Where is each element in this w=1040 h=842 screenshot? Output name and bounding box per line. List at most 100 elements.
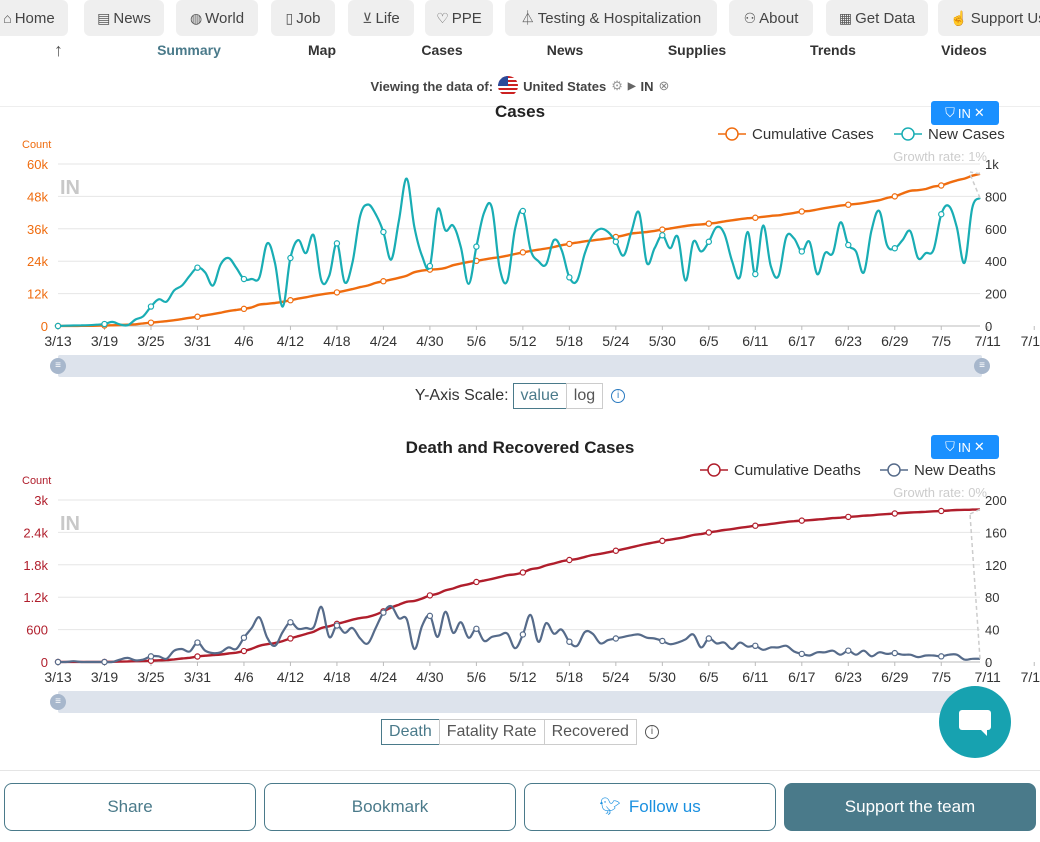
data-point[interactable] [333, 289, 341, 296]
data-point[interactable] [380, 278, 387, 285]
tab-news[interactable]: News [546, 42, 584, 58]
viewing-region[interactable]: IN [640, 78, 654, 94]
data-point[interactable] [659, 232, 666, 239]
nav-ppe[interactable]: ♡ PPE [425, 0, 493, 36]
data-point[interactable] [240, 275, 248, 283]
tab-trends[interactable]: Trends [810, 42, 856, 58]
arrow-up-icon[interactable]: ↑ [54, 40, 63, 60]
data-point[interactable] [194, 313, 201, 320]
data-point[interactable] [845, 513, 852, 521]
data-point[interactable] [705, 238, 713, 245]
nav-about[interactable]: ⚇ About [729, 0, 813, 36]
data-point[interactable] [519, 569, 527, 576]
data-point[interactable] [659, 537, 666, 545]
data-point[interactable] [240, 647, 248, 655]
data-point[interactable] [287, 619, 294, 626]
data-point[interactable] [519, 249, 527, 256]
tab-cases[interactable]: Cases [421, 42, 463, 58]
data-point[interactable] [752, 642, 759, 649]
data-point[interactable] [566, 638, 573, 645]
data-point[interactable] [101, 658, 108, 666]
data-point[interactable] [566, 240, 573, 248]
data-point[interactable] [798, 208, 805, 215]
data-point[interactable] [705, 220, 713, 227]
legend-label[interactable]: New Cases [928, 126, 1005, 143]
data-point[interactable] [519, 631, 527, 638]
data-point[interactable] [938, 182, 945, 189]
gear-icon[interactable]: ⚙ [611, 78, 623, 93]
nav-world[interactable]: ◍ World [176, 0, 258, 36]
bookmark-button[interactable]: Bookmark [264, 783, 516, 831]
data-point[interactable] [147, 319, 155, 326]
follow-us-button[interactable]: 🐦︎ Follow us [524, 783, 776, 831]
data-point[interactable] [891, 193, 898, 200]
zoom-handle-left[interactable]: ≡ [50, 694, 66, 710]
data-point[interactable] [938, 653, 945, 660]
data-point[interactable] [240, 634, 248, 641]
data-point[interactable] [194, 264, 201, 271]
tab-fatality-rate[interactable]: Fatality Rate [438, 719, 545, 745]
data-point[interactable] [287, 254, 294, 262]
share-button[interactable]: Share [4, 783, 256, 831]
data-point[interactable] [612, 635, 620, 642]
tab-map[interactable]: Map [308, 42, 336, 58]
tab-recovered[interactable]: Recovered [543, 719, 637, 745]
legend-label[interactable]: Cumulative Cases [752, 126, 874, 143]
nav-life[interactable]: ⊻ Life [348, 0, 414, 36]
data-point[interactable] [240, 305, 248, 313]
data-point[interactable] [705, 529, 713, 536]
data-point[interactable] [845, 201, 852, 208]
data-point[interactable] [891, 245, 898, 252]
nav-get-data[interactable]: ▦ Get Data [826, 0, 928, 36]
data-point[interactable] [287, 297, 294, 304]
data-point[interactable] [891, 510, 898, 517]
data-point[interactable] [659, 637, 666, 645]
data-point[interactable] [798, 650, 805, 658]
tab-death[interactable]: Death [381, 719, 440, 745]
nav-home[interactable]: ⌂ Home [0, 0, 68, 36]
tab-supplies[interactable]: Supplies [667, 42, 727, 58]
data-point[interactable] [705, 635, 713, 642]
close-icon[interactable]: ✕ [973, 439, 985, 454]
nav-support-us[interactable]: ☝ Support Us [938, 0, 1040, 36]
nav-testing-hospitalization[interactable]: ⏃ Testing & Hospitalization [505, 0, 717, 36]
close-icon[interactable]: ✕ [973, 105, 985, 120]
deaths-zoom-slider[interactable]: ≡ ≡ [50, 691, 990, 713]
data-point[interactable] [566, 274, 573, 281]
data-point[interactable] [147, 653, 155, 660]
info-icon[interactable]: i [644, 725, 659, 739]
cases-zoom-slider[interactable]: ≡ ≡ [50, 355, 990, 377]
data-point[interactable] [845, 647, 852, 654]
data-point[interactable] [938, 507, 945, 515]
tab-summary[interactable]: Summary [157, 42, 221, 58]
data-point[interactable] [938, 211, 945, 218]
data-point[interactable] [519, 207, 527, 215]
data-point[interactable] [473, 625, 480, 632]
data-point[interactable] [426, 592, 434, 599]
data-point[interactable] [566, 556, 573, 564]
data-point[interactable] [798, 248, 805, 255]
data-point[interactable] [380, 228, 387, 236]
data-point[interactable] [54, 658, 62, 666]
info-icon[interactable]: i [611, 389, 626, 403]
legend-label[interactable]: Cumulative Deaths [734, 462, 861, 479]
nav-news[interactable]: ▤ News [84, 0, 164, 36]
data-point[interactable] [659, 226, 666, 233]
scale-value-button[interactable]: value [512, 383, 567, 409]
data-point[interactable] [54, 322, 62, 330]
data-point[interactable] [752, 270, 759, 278]
data-point[interactable] [752, 214, 759, 221]
legend-label[interactable]: New Deaths [914, 462, 996, 479]
data-point[interactable] [845, 241, 852, 249]
data-point[interactable] [426, 262, 434, 270]
data-point[interactable] [891, 649, 898, 657]
tab-videos[interactable]: Videos [941, 42, 987, 58]
zoom-handle-right[interactable]: ≡ [974, 358, 990, 374]
data-point[interactable] [473, 243, 480, 250]
data-point[interactable] [194, 639, 201, 646]
data-point[interactable] [194, 653, 201, 660]
scale-log-button[interactable]: log [565, 383, 604, 409]
data-point[interactable] [473, 578, 480, 586]
data-point[interactable] [612, 238, 620, 245]
data-point[interactable] [798, 517, 805, 524]
